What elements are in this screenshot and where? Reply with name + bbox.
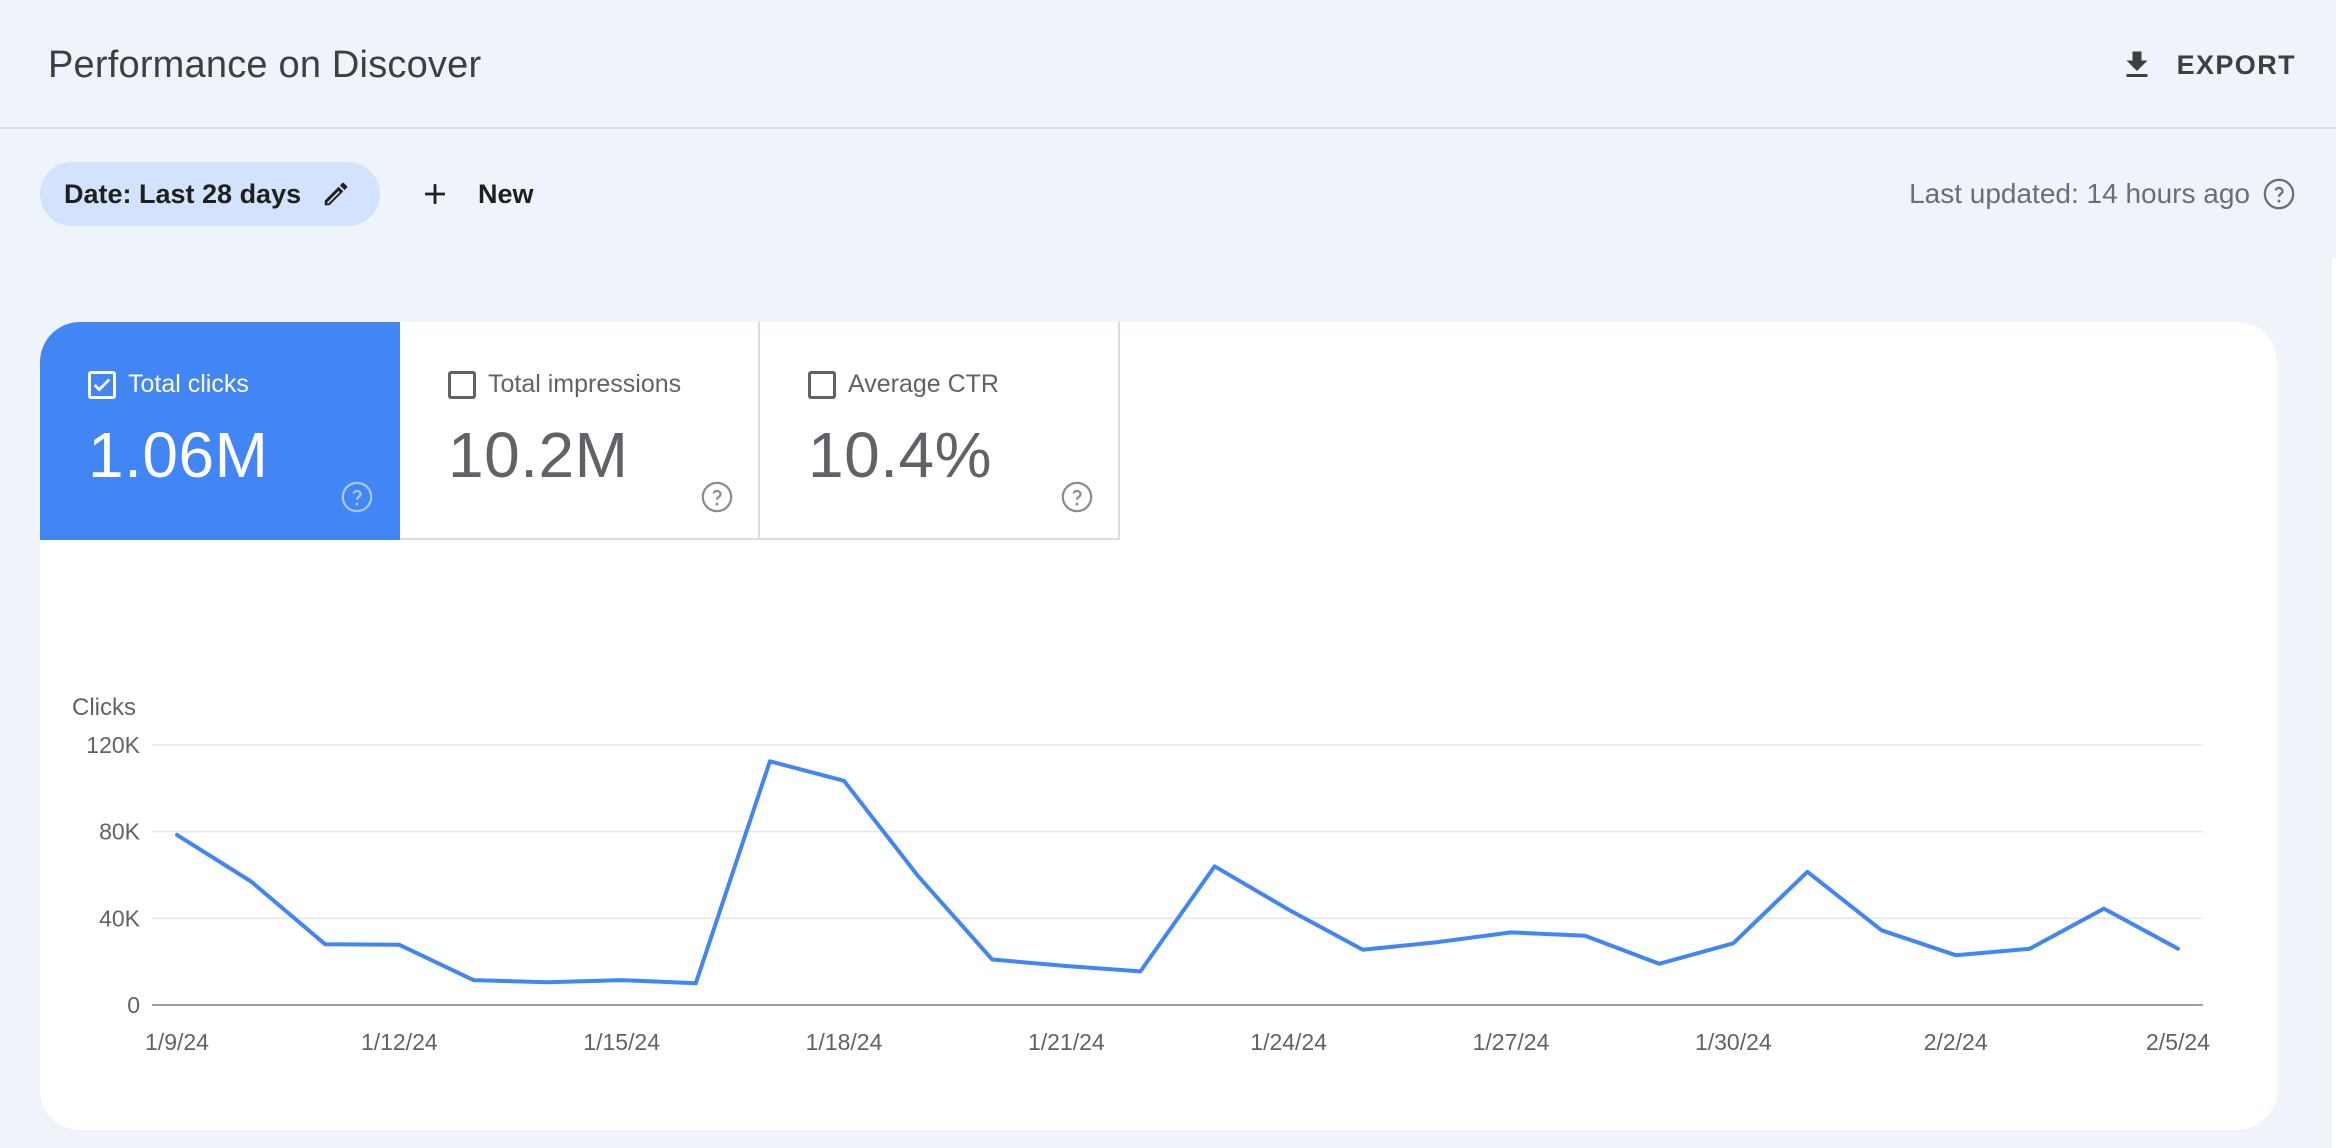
checkbox-total-impressions[interactable] bbox=[448, 370, 476, 399]
y-tick-label: 120K bbox=[86, 732, 140, 758]
help-icon[interactable] bbox=[2262, 177, 2296, 211]
y-axis-label: Clicks bbox=[72, 694, 136, 721]
date-filter-chip[interactable]: Date: Last 28 days bbox=[40, 162, 380, 226]
check-icon bbox=[93, 378, 111, 392]
y-tick-label: 80K bbox=[99, 819, 141, 845]
clicks-line-chart: Clicks 0 40K 80K 120K 1/9/24 1/12/24 1/15/24 1/1… bbox=[72, 694, 2210, 1055]
last-updated: Last updated: 14 hours ago bbox=[1909, 174, 2296, 214]
metric-value: 10.4% bbox=[808, 419, 992, 491]
x-tick-label: 1/27/24 bbox=[1473, 1029, 1550, 1055]
export-button[interactable]: EXPORT bbox=[2119, 40, 2296, 90]
x-tick-label: 2/2/24 bbox=[1924, 1029, 1988, 1055]
metric-total-impressions[interactable]: Total impressions 10.2M bbox=[400, 322, 760, 540]
checkbox-total-clicks[interactable] bbox=[88, 370, 116, 399]
x-tick-label: 1/9/24 bbox=[145, 1029, 209, 1055]
edit-icon bbox=[324, 182, 348, 206]
date-filter-label: Date: Last 28 days bbox=[64, 178, 302, 209]
x-tick-label: 1/21/24 bbox=[1028, 1029, 1105, 1055]
page-title: Performance on Discover bbox=[48, 44, 482, 86]
help-icon[interactable] bbox=[700, 480, 734, 514]
metric-label: Total clicks bbox=[128, 370, 249, 398]
x-tick-label: 1/15/24 bbox=[583, 1029, 660, 1055]
x-tick-label: 1/30/24 bbox=[1695, 1029, 1772, 1055]
new-filter-label: New bbox=[478, 178, 534, 209]
metric-average-ctr[interactable]: Average CTR 10.4% bbox=[760, 322, 1120, 540]
last-updated-text: Last updated: 14 hours ago bbox=[1909, 178, 2250, 209]
scrollbar[interactable] bbox=[2332, 258, 2336, 1148]
download-icon bbox=[2126, 51, 2148, 77]
x-tick-label: 1/18/24 bbox=[806, 1029, 883, 1055]
metric-label: Average CTR bbox=[848, 370, 999, 398]
checkbox-average-ctr[interactable] bbox=[808, 370, 836, 399]
x-tick-label: 1/24/24 bbox=[1250, 1029, 1327, 1055]
export-label: EXPORT bbox=[2176, 49, 2296, 80]
x-tick-label: 1/12/24 bbox=[361, 1029, 438, 1055]
metric-total-clicks[interactable]: Total clicks 1.06M bbox=[40, 322, 400, 540]
help-icon[interactable] bbox=[1060, 480, 1094, 514]
metric-value: 1.06M bbox=[88, 419, 269, 491]
new-filter-button[interactable]: New bbox=[418, 162, 534, 226]
metric-label: Total impressions bbox=[488, 370, 682, 398]
plus-icon bbox=[425, 184, 445, 204]
clicks-series-line bbox=[175, 759, 2180, 986]
x-tick-label: 2/5/24 bbox=[2146, 1029, 2210, 1055]
help-icon[interactable] bbox=[340, 480, 374, 514]
metric-value: 10.2M bbox=[448, 419, 629, 491]
y-tick-label: 40K bbox=[99, 905, 141, 931]
performance-card: Total clicks 1.06M Total impressions 10.… bbox=[40, 322, 2277, 1130]
header: Performance on Discover EXPORT bbox=[0, 0, 2336, 129]
y-tick-label: 0 bbox=[127, 992, 140, 1018]
